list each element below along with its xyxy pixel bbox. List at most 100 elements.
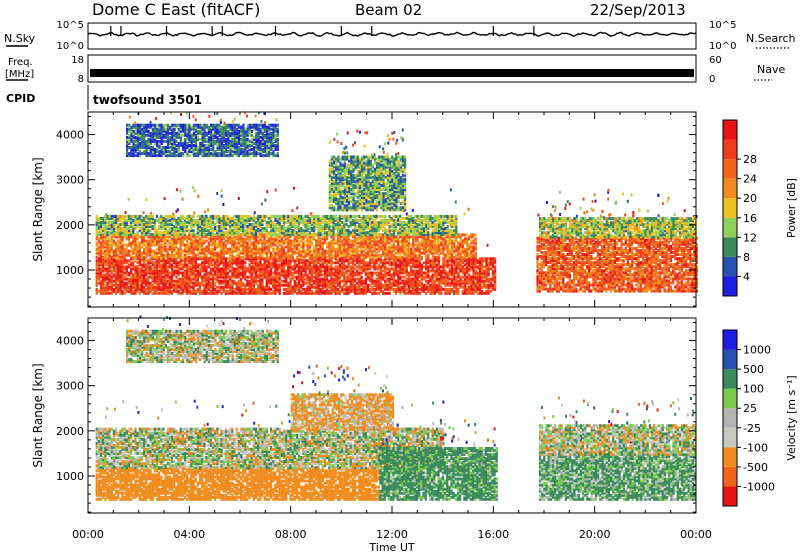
echo-cell <box>322 278 324 281</box>
echo-cell <box>139 284 141 287</box>
echo-cell <box>227 290 229 293</box>
echo-cell <box>124 282 126 285</box>
echo-cell <box>104 284 106 287</box>
echo-cell <box>113 280 115 283</box>
echo-cell <box>149 257 151 260</box>
echo-cell <box>167 286 169 289</box>
echo-cell <box>195 290 197 293</box>
echo-cell <box>251 265 253 268</box>
nsky-label: N.Sky <box>4 32 36 45</box>
echo-cell <box>152 292 154 295</box>
echo-cell <box>231 280 233 283</box>
echo-cell <box>210 282 212 285</box>
echo-cell <box>130 261 132 264</box>
echo-cell <box>294 259 296 262</box>
echo-cell <box>322 274 324 277</box>
echo-cell <box>126 282 128 285</box>
echo-cell <box>296 270 298 273</box>
echo-cell <box>320 288 322 291</box>
echo-cell <box>175 280 177 283</box>
echo-cell <box>160 263 162 266</box>
echo-cell <box>197 257 199 260</box>
echo-cell <box>313 292 315 295</box>
echo-cell <box>233 288 235 291</box>
echo-cell <box>311 265 313 268</box>
echo-cell <box>167 280 169 283</box>
echo-cell <box>139 292 141 295</box>
station-title: Dome C East (fitACF) <box>92 0 260 19</box>
nave-tick-low: 0 <box>709 74 715 85</box>
nave-tick-high: 60 <box>709 55 722 66</box>
echo-cell <box>223 286 225 289</box>
echo-cell <box>296 282 298 285</box>
echo-cell <box>165 259 167 262</box>
echo-cell <box>246 292 248 295</box>
echo-cell <box>134 259 136 262</box>
echo-cell <box>229 257 231 260</box>
echo-cell <box>283 280 285 283</box>
echo-cell <box>145 288 147 291</box>
echo-cell <box>227 257 229 260</box>
echo-cell <box>137 261 139 264</box>
echo-cell <box>134 265 136 268</box>
echo-cell <box>227 261 229 264</box>
echo-cell <box>283 292 285 295</box>
echo-cell <box>221 280 223 283</box>
echo-cell <box>324 265 326 268</box>
echo-cell <box>249 276 251 279</box>
echo-cell <box>149 282 151 285</box>
echo-cell <box>229 284 231 287</box>
echo-cell <box>214 278 216 281</box>
echo-cell <box>190 286 192 289</box>
echo-cell <box>201 290 203 293</box>
echo-cell <box>268 270 270 273</box>
echo-cell <box>309 276 311 279</box>
freq-label: Freq. <box>8 57 33 68</box>
power-data-layer <box>96 111 698 294</box>
echo-cell <box>124 265 126 268</box>
echo-cell <box>294 276 296 279</box>
echo-cell <box>223 261 225 264</box>
echo-cell <box>317 265 319 268</box>
echo-cell <box>128 286 130 289</box>
echo-cell <box>113 274 115 277</box>
echo-cell <box>227 272 229 275</box>
echo-cell <box>257 274 259 277</box>
echo-cell <box>212 274 214 277</box>
echo-cell <box>147 259 149 262</box>
echo-cell <box>197 263 199 266</box>
noise-tick-high-right: 10^5 <box>709 20 736 31</box>
echo-cell <box>143 286 145 289</box>
echo-cell <box>104 274 106 277</box>
echo-cell <box>320 263 322 266</box>
echo-cell <box>184 270 186 273</box>
echo-cell <box>214 288 216 291</box>
echo-cell <box>212 267 214 270</box>
echo-cell <box>279 263 281 266</box>
noise-tick-high-left: 10^5 <box>57 20 84 31</box>
echo-cell <box>246 276 248 279</box>
echo-cell <box>296 292 298 295</box>
echo-cell <box>300 290 302 293</box>
echo-cell <box>182 259 184 262</box>
echo-cell <box>244 284 246 287</box>
echo-cell <box>111 270 113 273</box>
noise-panel: N.Sky 10^5 10^0 10^5 10^0 N.Search <box>4 20 796 52</box>
echo-cell <box>307 259 309 262</box>
echo-cell <box>307 274 309 277</box>
echo-cell <box>100 267 102 270</box>
date-label: 22/Sep/2013 <box>590 1 686 19</box>
echo-cell <box>199 267 201 270</box>
echo-cell <box>214 282 216 285</box>
echo-cell <box>210 267 212 270</box>
echo-cell <box>197 270 199 273</box>
echo-cell <box>109 286 111 289</box>
cpid-panel: CPID twofsound 3501 <box>6 85 202 110</box>
echo-cell <box>255 288 257 291</box>
echo-cell <box>128 272 130 275</box>
echo-cell <box>128 259 130 262</box>
echo-cell <box>188 265 190 268</box>
echo-cell <box>229 270 231 273</box>
echo-cell <box>106 267 108 270</box>
noise-tick-low-right: 10^0 <box>709 41 736 52</box>
